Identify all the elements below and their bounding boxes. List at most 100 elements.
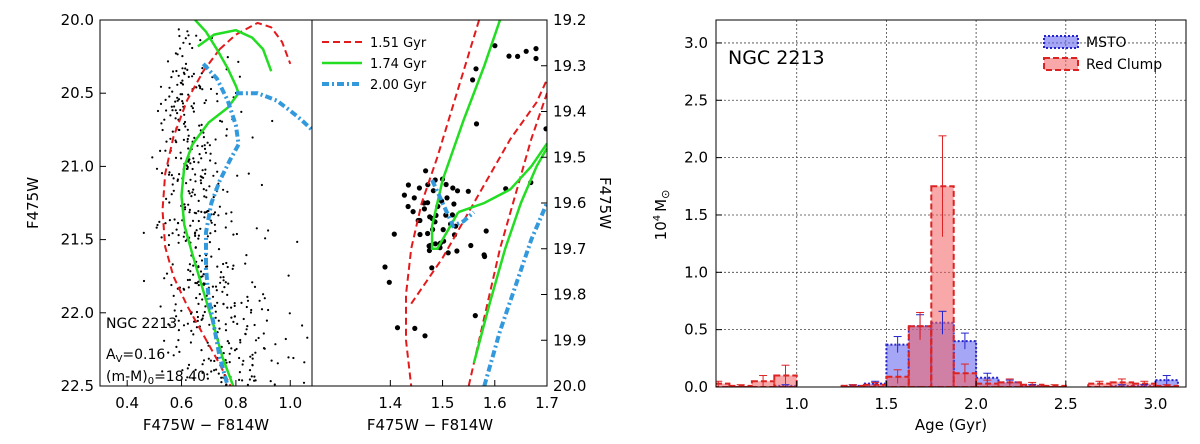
cmd-star (210, 221, 213, 224)
zoom-star (394, 325, 401, 331)
cmd-star (204, 168, 207, 171)
cmd-star (173, 309, 176, 312)
zoom-ytick-label: 19.3 (553, 57, 586, 75)
cmd-star (160, 172, 164, 175)
cmd-star (197, 234, 200, 237)
cmd-star (176, 179, 179, 182)
cmd-star (264, 237, 267, 240)
cmd-star (187, 34, 190, 37)
cmd-star (209, 359, 212, 362)
cmd-star (219, 281, 222, 284)
cmd-star (197, 219, 200, 223)
zoom-star (450, 185, 456, 191)
cmd-stars (142, 28, 309, 386)
cmd-star (175, 69, 178, 73)
histogram-ylabel: 104M⊙ (652, 190, 672, 241)
cmd-star (224, 329, 228, 332)
cmd-star (198, 153, 201, 156)
cmd-ytick-label: 22.5 (61, 377, 94, 395)
zoom-star (422, 333, 428, 339)
cmd-panel: 0.4 0.6 0.8 1.0 20.0 20.5 21.0 21.5 22.0 22.5 NGC… (24, 11, 313, 434)
cmd-star (230, 211, 233, 214)
zoom-star (412, 325, 418, 331)
cmd-star (194, 368, 197, 371)
zoom-star (417, 217, 423, 224)
zoom-star (465, 188, 471, 194)
cmd-star (183, 120, 187, 124)
cmd-star (247, 172, 250, 175)
cmd-xtick-label: 0.8 (224, 394, 248, 412)
cmd-star (182, 122, 186, 125)
zoom-isochrone-1-51-Gyr (410, 79, 547, 305)
cmd-extinction-label: AV=0.16 (106, 347, 165, 365)
cmd-star (233, 349, 237, 352)
cmd-star (226, 293, 229, 296)
cmd-star (171, 183, 174, 186)
cmd-star (168, 95, 171, 98)
cmd-star (191, 219, 195, 222)
zoom-star (543, 126, 547, 132)
cmd-star (177, 28, 180, 31)
cmd-axes: 0.4 0.6 0.8 1.0 20.0 20.5 21.0 21.5 22.0 22.5 (61, 11, 313, 412)
isochrone-1-51-Gyr (161, 48, 232, 386)
cmd-star (167, 164, 170, 167)
cmd-star (164, 149, 167, 152)
cmd-star (198, 254, 201, 257)
cmd-star (214, 304, 217, 308)
cmd-star (191, 46, 194, 50)
cmd-star (190, 329, 193, 332)
cmd-xtick-label: 1.0 (278, 394, 302, 412)
cmd-star (195, 326, 198, 329)
cmd-star (178, 34, 181, 38)
cmd-star (213, 211, 217, 214)
cmd-star (186, 137, 189, 141)
cmd-star (209, 232, 212, 235)
cmd-star (225, 134, 228, 137)
cmd-star (170, 76, 173, 79)
cmd-star (184, 206, 187, 209)
cmd-star (206, 265, 209, 268)
zoom-ytick-label: 19.4 (553, 103, 586, 121)
cmd-star (217, 248, 221, 251)
cmd-distance-label: (m-M)0=18.40 (106, 369, 206, 387)
cmd-star (236, 322, 239, 325)
cmd-star (242, 359, 245, 362)
cmd-star (201, 363, 204, 366)
cmd-star (195, 310, 199, 314)
cmd-star (188, 208, 191, 211)
cmd-star (251, 281, 254, 284)
cmd-star (189, 224, 192, 227)
cmd-star (183, 113, 186, 116)
cmd-star (186, 322, 189, 325)
cmd-star (170, 105, 173, 108)
cmd-star (227, 342, 231, 345)
zoom-ytick-label: 19.9 (553, 331, 586, 349)
zoom-ytick-label: 19.5 (553, 148, 586, 166)
zoom-legend: 1.51 Gyr 1.74 Gyr 2.00 Gyr (322, 36, 427, 93)
zoom-star (451, 201, 457, 207)
legend-label-2-00: 2.00 Gyr (370, 78, 427, 93)
zoom-star (515, 53, 521, 60)
cmd-star (260, 308, 264, 311)
cmd-star (178, 173, 181, 176)
cmd-star (172, 294, 175, 297)
cmd-star (170, 174, 173, 177)
cmd-star (175, 228, 178, 231)
cmd-star (193, 193, 196, 196)
cmd-star (174, 303, 177, 306)
zoom-star (483, 228, 489, 234)
cmd-star (186, 165, 189, 169)
zoom-isochrones (405, 20, 547, 386)
zoom-star (506, 53, 512, 59)
cmd-star (155, 167, 159, 170)
histogram-xlabel: Age (Gyr) (915, 416, 987, 434)
cmd-star (303, 361, 306, 364)
cmd-ytick-label: 21.0 (61, 157, 94, 175)
isochrone-1-51-Gyr (218, 21, 292, 65)
zoom-isochrone-2-00-Gyr (430, 179, 476, 229)
zoom-star (533, 55, 539, 62)
cmd-star (181, 79, 184, 82)
cmd-star (260, 183, 263, 187)
zoom-star (472, 313, 478, 319)
